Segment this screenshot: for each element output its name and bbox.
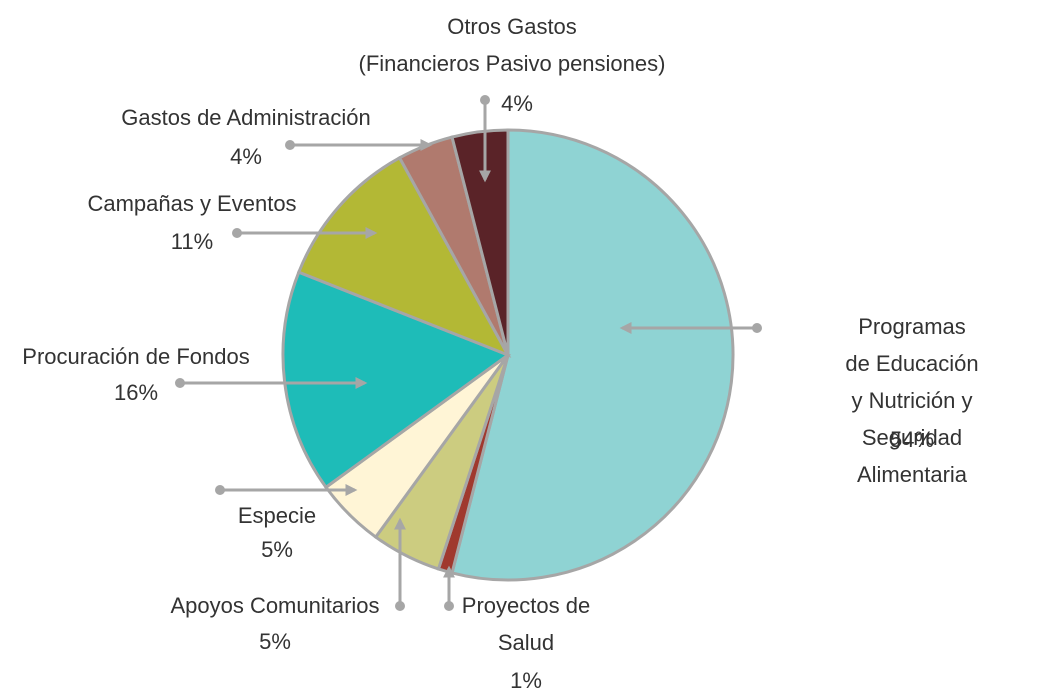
leader-dot xyxy=(444,601,454,611)
value-label: 1% xyxy=(510,668,542,693)
value-label: 4% xyxy=(501,91,533,116)
category-label: Apoyos Comunitarios xyxy=(170,593,380,618)
value-label: 4% xyxy=(230,144,262,169)
wedge xyxy=(296,155,512,358)
value-label: 5% xyxy=(261,537,293,562)
wedge xyxy=(450,128,510,356)
leader-dot xyxy=(232,228,242,238)
value-label: 54% xyxy=(889,427,935,452)
category-label: Proyectos de Salud xyxy=(461,593,591,655)
category-label: Programas de Educación y Nutrición y Seg… xyxy=(845,314,979,487)
leader-dot xyxy=(215,485,225,495)
category-label: Procuración de Fondos xyxy=(22,344,250,369)
leader-dot xyxy=(285,140,295,150)
value-label: 16% xyxy=(113,380,159,405)
leaders xyxy=(175,95,762,611)
value-label: 5% xyxy=(259,629,291,654)
category-label: Otros Gastos (Financieros Pasivo pension… xyxy=(358,14,666,76)
category-label: Gastos de Administración xyxy=(121,105,371,130)
value-label: 11% xyxy=(170,229,214,254)
category-label: Especie xyxy=(237,503,317,528)
leader-dot xyxy=(480,95,490,105)
leader-dot xyxy=(175,378,185,388)
wedge xyxy=(450,128,735,582)
wedges xyxy=(281,128,735,582)
leader-dot xyxy=(395,601,405,611)
leader-dot xyxy=(752,323,762,333)
category-label: Campañas y Eventos xyxy=(87,191,297,216)
